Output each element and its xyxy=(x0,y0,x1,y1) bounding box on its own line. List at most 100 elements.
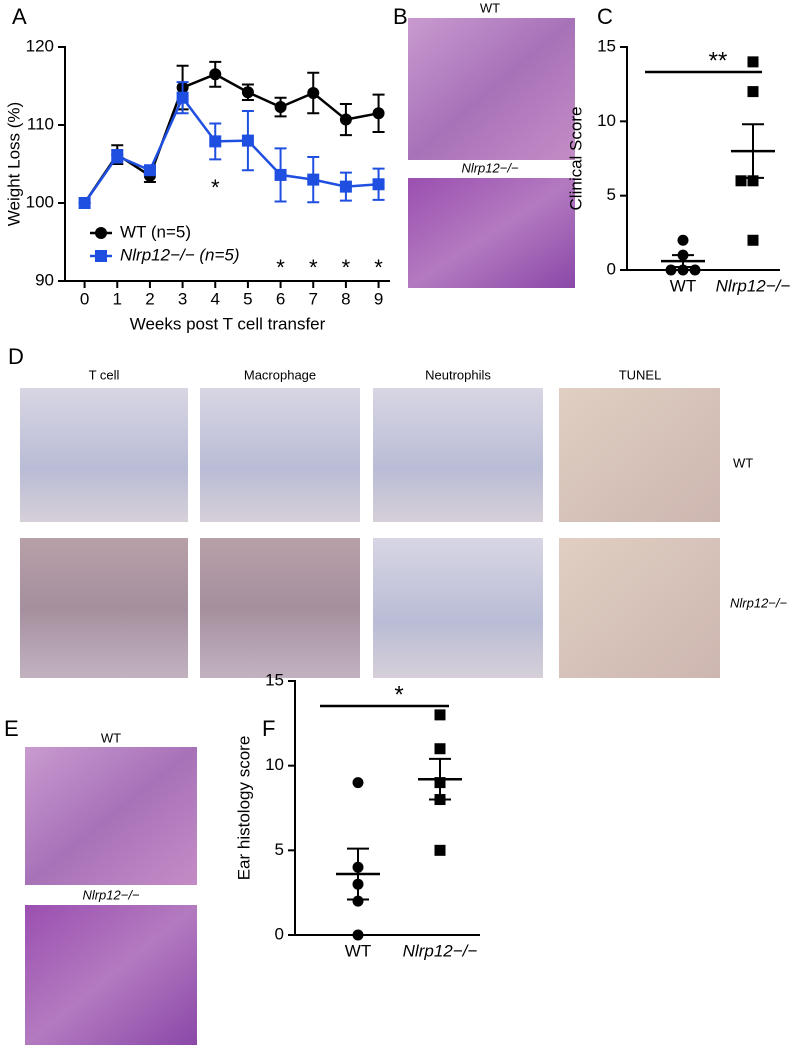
data-point xyxy=(372,107,385,120)
data-point xyxy=(352,777,364,789)
data-point xyxy=(307,173,320,186)
series-line xyxy=(83,95,379,204)
image-label: WT xyxy=(480,0,500,15)
x-tick-label: 6 xyxy=(276,289,285,308)
panel-label: E xyxy=(4,716,19,741)
ihc-image xyxy=(373,538,543,678)
data-point xyxy=(95,250,107,262)
image-label: WT xyxy=(101,730,121,745)
panel-label: B xyxy=(393,4,408,29)
y-tick-label: 0 xyxy=(275,924,284,943)
data-point xyxy=(78,197,91,209)
ihc-image xyxy=(373,388,543,522)
data-point xyxy=(209,135,222,148)
data-point xyxy=(434,709,446,721)
histology-image xyxy=(25,747,197,885)
x-tick-label: 1 xyxy=(113,289,122,308)
x-tick-label: Nlrp12−/− xyxy=(403,941,478,960)
panel-label: C xyxy=(597,4,613,29)
x-tick-label: 7 xyxy=(309,289,318,308)
y-tick-label: 90 xyxy=(35,270,54,289)
ihc-image xyxy=(200,388,360,522)
annotation: * xyxy=(276,255,285,280)
y-axis-title: Ear histology score xyxy=(234,736,253,881)
y-tick-label: 120 xyxy=(26,36,54,55)
annotation: * xyxy=(374,255,383,280)
data-point xyxy=(677,234,689,246)
data-point xyxy=(209,68,222,81)
significance-label: ** xyxy=(709,47,728,74)
annotation: * xyxy=(342,255,351,280)
panel-label: D xyxy=(8,344,24,369)
data-point xyxy=(307,87,320,100)
data-point xyxy=(735,175,747,187)
data-point xyxy=(143,164,156,177)
y-tick-label: 15 xyxy=(265,670,284,689)
x-tick-label: 8 xyxy=(341,289,350,308)
significance-label: * xyxy=(394,681,403,708)
error-bar xyxy=(742,123,764,179)
data-point xyxy=(434,743,446,755)
x-tick-label: 9 xyxy=(374,289,383,308)
annotation: * xyxy=(211,175,220,200)
series-line xyxy=(83,72,379,204)
histology-image xyxy=(25,905,197,1045)
row-label: Nlrp12−/− xyxy=(730,595,787,610)
data-point xyxy=(352,929,364,941)
x-tick-label: WT xyxy=(345,941,371,960)
column-label: Macrophage xyxy=(244,367,316,382)
data-point xyxy=(274,168,287,181)
data-point xyxy=(274,101,287,114)
x-tick-label: Nlrp12−/− xyxy=(716,276,791,295)
data-point xyxy=(95,227,107,239)
data-point xyxy=(352,895,364,907)
data-point xyxy=(747,175,759,187)
y-tick-label: 15 xyxy=(597,36,616,55)
ihc-image xyxy=(20,388,188,522)
x-tick-label: 4 xyxy=(211,289,220,308)
y-tick-label: 10 xyxy=(265,755,284,774)
histology-image xyxy=(408,178,575,288)
data-point xyxy=(747,86,759,98)
x-tick-label: 2 xyxy=(145,289,154,308)
x-axis-title: Weeks post T cell transfer xyxy=(130,314,326,333)
y-tick-label: 10 xyxy=(597,111,616,130)
x-tick-label: WT xyxy=(670,276,696,295)
data-point xyxy=(339,113,352,126)
ihc-image xyxy=(559,538,720,678)
legend-label: Nlrp12−/− (n=5) xyxy=(120,245,240,264)
x-tick-label: 5 xyxy=(243,289,252,308)
histology-image xyxy=(408,18,575,160)
y-tick-label: 0 xyxy=(607,259,616,278)
column-label: Neutrophils xyxy=(425,367,491,382)
data-point xyxy=(747,234,759,246)
panel-label: A xyxy=(12,4,27,29)
column-label: TUNEL xyxy=(619,367,662,382)
y-axis-title: Clinical Score xyxy=(566,107,585,211)
legend-label: WT (n=5) xyxy=(120,222,191,241)
row-label: WT xyxy=(733,455,753,470)
data-point xyxy=(434,844,446,856)
data-point xyxy=(241,86,254,99)
error-bar xyxy=(672,254,694,269)
column-label: T cell xyxy=(89,367,120,382)
y-tick-label: 100 xyxy=(26,192,54,211)
error-bar xyxy=(347,847,369,901)
data-point xyxy=(176,91,189,104)
data-point xyxy=(339,180,352,193)
image-label: Nlrp12−/− xyxy=(461,160,518,175)
panel-label: F xyxy=(262,716,275,741)
data-point xyxy=(241,134,254,147)
image-label: Nlrp12−/− xyxy=(82,887,139,902)
data-point xyxy=(111,150,124,163)
annotation: * xyxy=(309,255,318,280)
error-bar xyxy=(429,757,451,801)
y-tick-label: 5 xyxy=(275,840,284,859)
y-tick-label: 110 xyxy=(27,114,54,133)
ihc-image xyxy=(559,388,720,522)
x-tick-label: 3 xyxy=(178,289,187,308)
data-point xyxy=(372,178,385,191)
x-tick-label: 0 xyxy=(80,289,89,308)
ihc-image xyxy=(200,538,360,678)
